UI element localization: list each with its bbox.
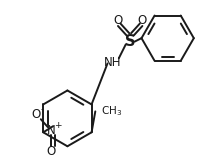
Text: +: + (54, 121, 61, 130)
Text: N: N (47, 124, 56, 137)
Text: O: O (32, 108, 41, 121)
Text: O: O (113, 14, 123, 27)
Text: S: S (125, 34, 135, 49)
Text: O: O (47, 145, 56, 158)
Text: -: - (41, 105, 44, 114)
Text: CH$_3$: CH$_3$ (101, 104, 123, 118)
Text: NH: NH (104, 56, 121, 69)
Text: O: O (138, 14, 147, 27)
